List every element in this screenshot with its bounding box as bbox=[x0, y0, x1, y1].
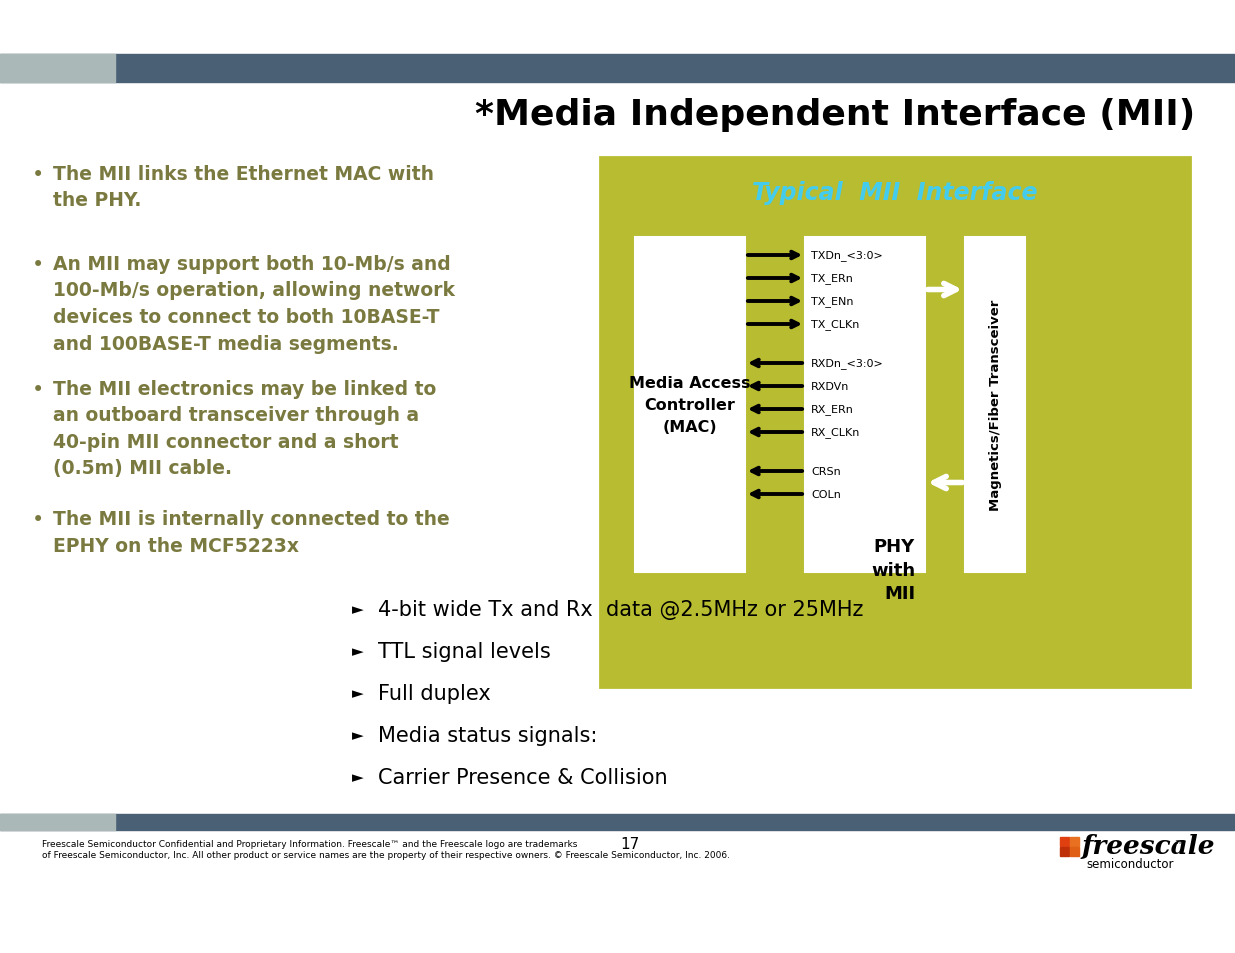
Text: RX_ERn: RX_ERn bbox=[811, 404, 853, 415]
Bar bbox=[0, 55, 1235, 83]
Text: TXDn_<3:0>: TXDn_<3:0> bbox=[811, 251, 883, 261]
Bar bbox=[635, 237, 745, 573]
Text: PHY
with
MII: PHY with MII bbox=[871, 537, 915, 602]
Text: ►: ► bbox=[352, 643, 364, 659]
Text: •: • bbox=[32, 254, 44, 274]
Bar bbox=[0, 55, 115, 83]
Bar bbox=[965, 237, 1025, 573]
Text: RXDVn: RXDVn bbox=[811, 381, 850, 392]
Text: Media Access
Controller
(MAC): Media Access Controller (MAC) bbox=[630, 375, 751, 435]
Text: Media status signals:: Media status signals: bbox=[378, 725, 598, 745]
Bar bbox=[1070, 837, 1079, 846]
Text: COLn: COLn bbox=[811, 490, 841, 499]
Text: Carrier Presence & Collision: Carrier Presence & Collision bbox=[378, 767, 668, 787]
Text: The MII is internally connected to the
EPHY on the MCF5223x: The MII is internally connected to the E… bbox=[53, 510, 450, 555]
Text: Typical  MII  Interface: Typical MII Interface bbox=[752, 181, 1037, 205]
Text: ►: ► bbox=[352, 685, 364, 700]
Text: •: • bbox=[32, 165, 44, 185]
Text: 4-bit wide Tx and Rx  data @2.5MHz or 25MHz: 4-bit wide Tx and Rx data @2.5MHz or 25M… bbox=[378, 599, 863, 619]
Text: The MII electronics may be linked to
an outboard transceiver through a
40-pin MI: The MII electronics may be linked to an … bbox=[53, 379, 436, 478]
Text: An MII may support both 10-Mb/s and
100-Mb/s operation, allowing network
devices: An MII may support both 10-Mb/s and 100-… bbox=[53, 254, 454, 354]
Bar bbox=[1060, 837, 1070, 846]
Bar bbox=[1070, 847, 1079, 856]
Text: 17: 17 bbox=[620, 837, 640, 852]
Bar bbox=[600, 158, 1191, 687]
Bar bbox=[1060, 847, 1070, 856]
Text: ►: ► bbox=[352, 601, 364, 617]
Text: Freescale Semiconductor Confidential and Proprietary Information. Freescale™ and: Freescale Semiconductor Confidential and… bbox=[42, 840, 578, 848]
Bar bbox=[805, 237, 925, 573]
Text: The MII links the Ethernet MAC with
the PHY.: The MII links the Ethernet MAC with the … bbox=[53, 165, 433, 211]
Text: of Freescale Semiconductor, Inc. All other product or service names are the prop: of Freescale Semiconductor, Inc. All oth… bbox=[42, 850, 730, 859]
Text: ►: ► bbox=[352, 727, 364, 742]
Text: TTL signal levels: TTL signal levels bbox=[378, 641, 551, 661]
Text: freescale: freescale bbox=[1082, 834, 1215, 859]
Text: TX_CLKn: TX_CLKn bbox=[811, 319, 860, 330]
Text: semiconductor: semiconductor bbox=[1086, 857, 1173, 870]
Text: •: • bbox=[32, 379, 44, 399]
Text: TX_ENn: TX_ENn bbox=[811, 296, 853, 307]
Text: •: • bbox=[32, 510, 44, 530]
Bar bbox=[0, 814, 115, 830]
Text: Full duplex: Full duplex bbox=[378, 683, 490, 703]
Text: TX_ERn: TX_ERn bbox=[811, 274, 853, 284]
Text: RXDn_<3:0>: RXDn_<3:0> bbox=[811, 358, 884, 369]
Text: *Media Independent Interface (MII): *Media Independent Interface (MII) bbox=[474, 98, 1195, 132]
Text: ►: ► bbox=[352, 769, 364, 784]
Text: Magnetics/Fiber Transceiver: Magnetics/Fiber Transceiver bbox=[988, 299, 1002, 511]
Text: RX_CLKn: RX_CLKn bbox=[811, 427, 861, 438]
Text: ™: ™ bbox=[1173, 840, 1186, 852]
Text: CRSn: CRSn bbox=[811, 467, 841, 476]
Bar bbox=[0, 814, 1235, 830]
